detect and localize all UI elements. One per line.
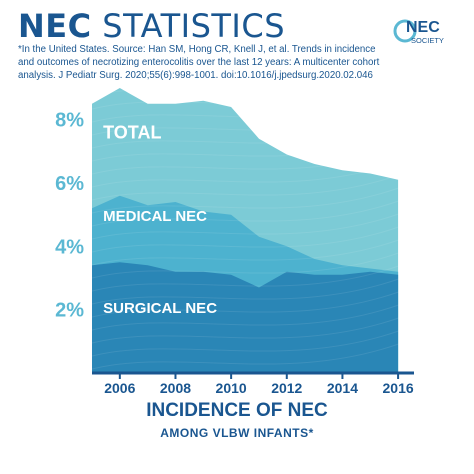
- citation: *In the United States. Source: Han SM, H…: [18, 44, 380, 81]
- decor-wave: [91, 338, 413, 370]
- decor-wave: [91, 195, 413, 227]
- decor-wave: [91, 182, 413, 214]
- decor-wave: [91, 117, 413, 149]
- decor-wave: [91, 247, 413, 279]
- y-tick-label: 6%: [55, 173, 84, 195]
- decor-wave: [91, 91, 413, 123]
- series-label: MEDICAL NEC: [103, 208, 207, 225]
- title-rest: STATISTICS: [102, 7, 286, 45]
- decor-wave: [91, 221, 413, 253]
- nec-society-logo: NEC SOCIETY: [393, 19, 444, 45]
- decor-wave: [91, 78, 413, 110]
- decor-wave: [91, 156, 413, 188]
- logo-nec: NEC: [406, 19, 440, 36]
- decor-wave: [91, 325, 413, 357]
- decor-wave: [91, 143, 413, 175]
- decor-wave: [91, 312, 413, 344]
- decor-wave: [91, 130, 413, 162]
- decor-wave: [91, 169, 413, 201]
- x-tick-label: 2008: [160, 380, 191, 396]
- x-tick-label: 2012: [271, 380, 302, 396]
- x-tick-label: 2016: [383, 380, 414, 396]
- decor-wave: [91, 299, 413, 331]
- y-tick-label: 4%: [55, 236, 84, 258]
- decor-wave: [91, 208, 413, 240]
- decor-wave: [91, 65, 413, 97]
- decor-wave: [91, 104, 413, 136]
- page-title: NEC STATISTICS: [18, 6, 285, 46]
- area-surgical-nec: [92, 262, 399, 373]
- series-label: TOTAL: [103, 123, 161, 143]
- decor-wave: [91, 286, 413, 318]
- y-tick-label: 8%: [55, 110, 84, 132]
- series-label: SURGICAL NEC: [103, 300, 217, 317]
- chart-title: INCIDENCE OF NEC: [146, 400, 328, 421]
- x-tick-label: 2014: [327, 380, 358, 396]
- chart-subtitle: AMONG VLBW INFANTS*: [160, 426, 314, 440]
- y-tick-label: 2%: [55, 300, 84, 322]
- x-tick-label: 2010: [216, 380, 247, 396]
- logo-society: SOCIETY: [411, 36, 444, 45]
- x-tick-label: 2006: [104, 380, 135, 396]
- decor-wave: [91, 260, 413, 292]
- title-bold: NEC: [18, 7, 92, 45]
- decor-wave: [91, 273, 413, 305]
- decor-wave: [91, 234, 413, 266]
- logo-ring-icon: [393, 19, 417, 43]
